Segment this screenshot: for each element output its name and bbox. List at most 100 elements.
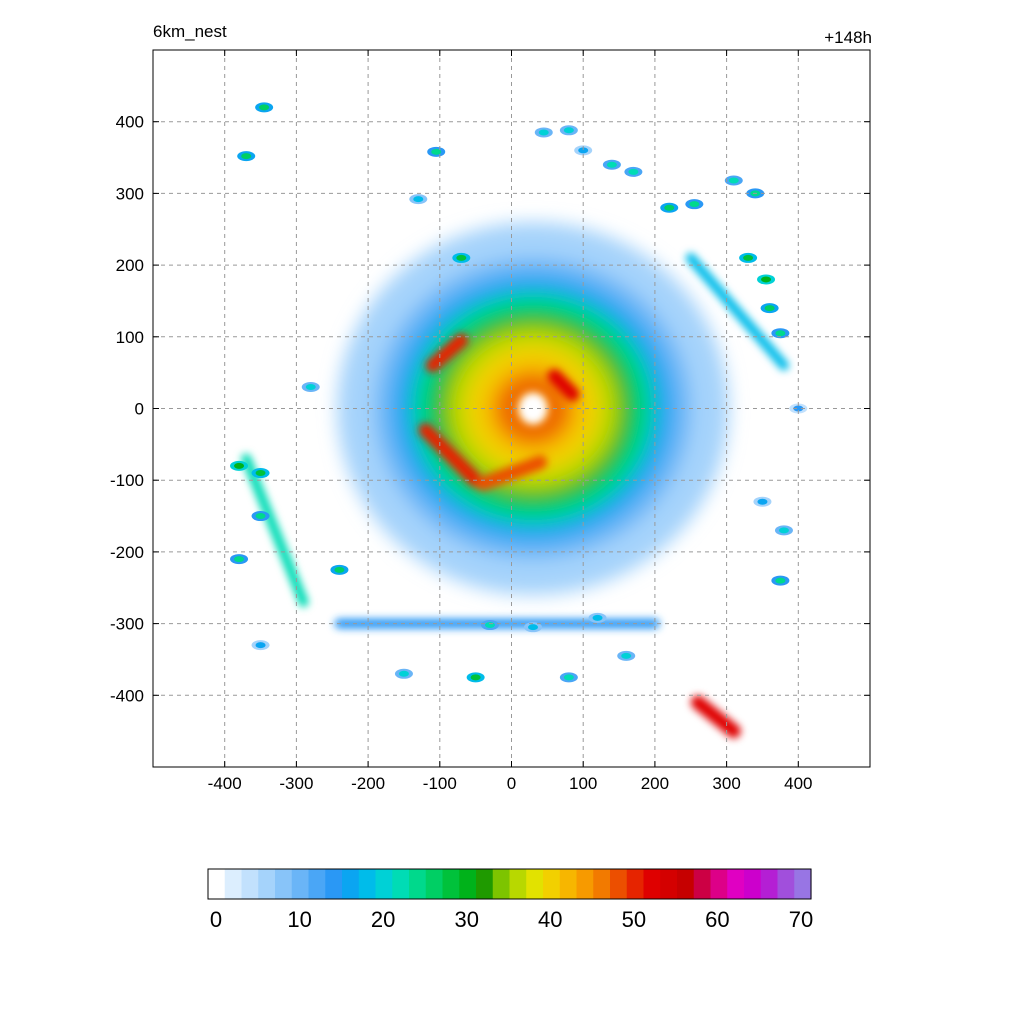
colorbar-tick-label: 60 — [705, 907, 729, 932]
colorbar-swatch — [509, 869, 527, 899]
colorbar-swatch — [727, 869, 745, 899]
colorbar-tick-label: 20 — [371, 907, 395, 932]
y-tick-label: 200 — [116, 256, 144, 275]
colorbar-swatch — [291, 869, 310, 899]
colorbar-swatch — [526, 869, 544, 899]
cell-inner — [606, 161, 617, 168]
cell-inner — [484, 622, 495, 629]
cell-inner — [743, 254, 754, 261]
contour-field — [230, 102, 808, 739]
left-title: 6km_nest — [153, 22, 227, 41]
y-tick-label: 0 — [135, 400, 144, 419]
x-tick-label: -400 — [208, 774, 242, 793]
cell-inner — [728, 177, 739, 184]
colorbar-tick-label: 0 — [210, 907, 222, 932]
cell-inner — [764, 305, 775, 312]
axis-ticks — [153, 50, 870, 767]
rainband-contour — [425, 333, 469, 373]
colorbar-tick-label: 40 — [538, 907, 562, 932]
cell-inner — [621, 652, 632, 659]
cell-inner — [757, 498, 768, 505]
colorbar-swatch — [442, 869, 460, 899]
colorbar-swatch — [258, 869, 276, 899]
eye — [518, 392, 548, 425]
cell-inner — [259, 104, 270, 111]
cell-inner — [255, 642, 266, 649]
axis-labels: -400 -300 -200 -100 0 100 200 300 400 400 300 200 10… — [110, 113, 813, 793]
x-tick-label: 200 — [641, 774, 669, 793]
cell-inner — [775, 577, 786, 584]
cell-inner — [563, 674, 574, 681]
colorbar-swatch — [224, 869, 243, 899]
cell-inner — [538, 129, 549, 136]
colorbar-swatch — [710, 869, 728, 899]
y-tick-label: 300 — [116, 184, 144, 203]
colorbar-swatch — [643, 869, 661, 899]
x-tick-label: -200 — [351, 774, 385, 793]
cell-inner — [664, 204, 675, 211]
colorbar-swatch — [660, 869, 678, 899]
x-tick-label: 100 — [569, 774, 597, 793]
colorbar-swatch — [693, 869, 712, 899]
colorbar-swatch — [559, 869, 578, 899]
cell-inner — [234, 556, 245, 563]
colorbar-swatch — [794, 869, 812, 899]
rainband-contour — [547, 369, 580, 402]
colorbar-swatch — [208, 869, 226, 899]
y-tick-label: -200 — [110, 543, 144, 562]
colorbar-swatch — [409, 869, 427, 899]
cell-inner — [456, 254, 467, 261]
y-tick-label: -300 — [110, 615, 144, 634]
cell-inner — [563, 127, 574, 134]
cell-inner — [305, 383, 316, 390]
y-tick-label: -100 — [110, 471, 144, 490]
colorbar-swatch — [375, 869, 393, 899]
cell-inner — [413, 196, 424, 203]
cell-inner — [689, 201, 700, 208]
colorbar-swatch — [308, 869, 326, 899]
plot-area: -400 -300 -200 -100 0 100 200 300 400 400 300 200 10… — [110, 49, 871, 793]
colorbar-swatch — [626, 869, 645, 899]
cell-inner — [255, 513, 266, 520]
cell-inner — [470, 674, 481, 681]
x-tick-label: 400 — [784, 774, 812, 793]
colorbar-tick-label: 10 — [287, 907, 311, 932]
x-tick-label: 300 — [712, 774, 740, 793]
cell-inner — [528, 624, 539, 631]
cell-inner — [255, 470, 266, 477]
cell-inner — [398, 670, 409, 677]
colorbar-swatch — [492, 869, 511, 899]
colorbar-tick-label: 50 — [622, 907, 646, 932]
y-tick-label: 100 — [116, 328, 144, 347]
colorbar: 0 10 20 30 40 50 60 70 — [207, 868, 813, 932]
rainband-contour — [690, 695, 741, 739]
colorbar-tick-label: 30 — [454, 907, 478, 932]
colorbar-swatch — [593, 869, 611, 899]
cell-inner — [778, 527, 789, 534]
colorbar-swatch — [744, 869, 762, 899]
y-tick-label: 400 — [116, 113, 144, 132]
colorbar-swatch — [275, 869, 293, 899]
rainband-contour — [685, 252, 789, 371]
cell-inner — [775, 330, 786, 337]
rainband-contour — [241, 453, 309, 608]
colorbar-swatch — [476, 869, 494, 899]
colorbar-swatch — [610, 869, 628, 899]
colorbar-swatch — [425, 869, 444, 899]
right-title: +148h — [824, 28, 872, 47]
x-tick-label: -100 — [423, 774, 457, 793]
x-tick-label: 0 — [507, 774, 516, 793]
colorbar-frame — [207, 868, 812, 900]
cell-inner — [241, 153, 252, 160]
cell-inner — [592, 614, 603, 621]
cell-inner — [234, 462, 245, 469]
colorbar-swatch — [241, 869, 259, 899]
colorbar-tick-label: 70 — [789, 907, 813, 932]
x-tick-label: -300 — [279, 774, 313, 793]
cell-inner — [628, 168, 639, 175]
cell-inner — [431, 148, 442, 155]
colorbar-swatch — [760, 869, 779, 899]
colorbar-swatch — [677, 869, 695, 899]
cell-inner — [793, 405, 804, 412]
